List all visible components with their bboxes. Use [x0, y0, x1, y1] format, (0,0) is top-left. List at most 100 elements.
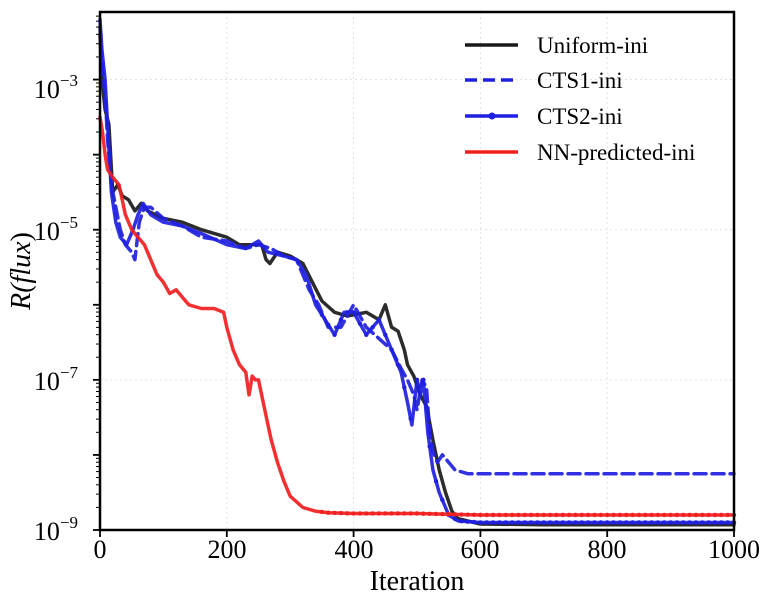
- marker-nn-predicted-ini-960: [706, 512, 711, 518]
- x-tick-label-1000: 1000: [708, 535, 760, 564]
- chart-legend: Uniform-ini CTS1-ini CTS2-ini NN-predict…: [465, 33, 695, 165]
- x-tick-label-600: 600: [461, 535, 500, 564]
- marker-cts2-ini-470: [395, 362, 401, 368]
- marker-nn-predicted-ini-940: [693, 512, 699, 518]
- marker-nn-predicted-ini-710: [547, 512, 553, 518]
- marker-nn-predicted-ini-450: [383, 511, 388, 516]
- marker-cts2-ini-490: [408, 416, 413, 421]
- marker-cts2-ini-940: [693, 520, 699, 525]
- marker-nn-predicted-ini-980: [719, 512, 724, 518]
- marker-nn-predicted-ini-780: [592, 512, 597, 518]
- marker-cts2-ini-740: [566, 520, 572, 525]
- marker-nn-predicted-ini-810: [611, 512, 616, 518]
- marker-nn-predicted-ini-830: [624, 512, 629, 518]
- marker-nn-predicted-ini-360: [326, 510, 331, 515]
- marker-nn-predicted-ini-930: [687, 512, 692, 518]
- marker-cts2-ini-530: [433, 479, 439, 484]
- series-markers-cts2-ini: [319, 310, 737, 525]
- marker-cts2-ini-890: [662, 520, 667, 525]
- marker-cts2-ini-380: [338, 317, 344, 322]
- y-tick-labels: 10−9 10−7 10−5 10−3: [34, 71, 79, 546]
- marker-cts2-ini-450: [383, 332, 388, 338]
- marker-nn-predicted-ini-550: [446, 512, 451, 517]
- marker-cts2-ini-510: [421, 377, 426, 383]
- marker-nn-predicted-ini-800: [605, 512, 610, 518]
- marker-cts2-ini-610: [484, 520, 489, 525]
- marker-cts2-ini-410: [357, 321, 363, 326]
- y-tick-label-1e-7: 10−7: [34, 363, 79, 396]
- axis-ticks: [93, 15, 735, 537]
- marker-nn-predicted-ini-670: [522, 512, 527, 518]
- marker-cts2-ini-650: [509, 520, 515, 525]
- marker-cts2-ini-570: [459, 519, 464, 524]
- x-tick-labels: 0 200 400 600 800 1000: [94, 535, 761, 564]
- marker-cts2-ini-720: [554, 520, 559, 525]
- marker-nn-predicted-ini-560: [452, 512, 458, 517]
- marker-nn-predicted-ini-690: [535, 512, 540, 518]
- marker-cts2-ini-460: [389, 347, 394, 353]
- marker-nn-predicted-ini-500: [414, 511, 420, 516]
- marker-cts2-ini-540: [440, 497, 445, 503]
- marker-cts2-ini-600: [478, 520, 483, 525]
- marker-nn-predicted-ini-580: [465, 512, 470, 517]
- series-line-cts1-ini: [98, 25, 736, 476]
- series-markers-nn-predicted-ini: [319, 509, 737, 518]
- marker-cts2-ini-360: [326, 322, 331, 328]
- x-tick-label-400: 400: [335, 535, 374, 564]
- marker-cts2-ini-810: [611, 520, 616, 525]
- marker-nn-predicted-ini-610: [484, 512, 489, 518]
- marker-nn-predicted-ini-860: [643, 512, 648, 518]
- marker-cts2-ini-430: [370, 325, 375, 330]
- marker-nn-predicted-ini-740: [566, 512, 572, 518]
- marker-cts2-ini-760: [579, 520, 585, 525]
- marker-nn-predicted-ini-460: [389, 511, 394, 516]
- marker-nn-predicted-ini-620: [490, 512, 496, 518]
- marker-nn-predicted-ini-510: [421, 511, 426, 516]
- marker-nn-predicted-ini-750: [573, 512, 578, 518]
- marker-cts2-ini-930: [687, 520, 692, 525]
- marker-nn-predicted-ini-950: [700, 512, 705, 518]
- legend-label-nn: NN-predicted-ini: [537, 140, 695, 165]
- chart-grid: [99, 12, 735, 531]
- marker-cts2-ini-620: [490, 520, 496, 525]
- marker-cts2-ini-910: [674, 520, 680, 525]
- marker-cts2-ini-820: [617, 520, 623, 525]
- x-axis-label: Iteration: [370, 566, 465, 597]
- marker-nn-predicted-ini-640: [503, 512, 508, 518]
- marker-cts2-ini-960: [706, 520, 711, 525]
- marker-nn-predicted-ini-650: [509, 512, 515, 518]
- series-line-uniform-ini: [98, 32, 736, 527]
- marker-nn-predicted-ini-820: [617, 512, 623, 518]
- marker-nn-predicted-ini-770: [585, 512, 591, 518]
- legend-label-cts2: CTS2-ini: [537, 104, 623, 129]
- marker-cts2-ini-690: [535, 520, 540, 525]
- marker-nn-predicted-ini-910: [674, 512, 680, 518]
- marker-nn-predicted-ini-990: [725, 512, 730, 518]
- marker-cts2-ini-400: [351, 310, 356, 315]
- marker-nn-predicted-ini-540: [440, 511, 445, 517]
- y-tick-label-1e-9: 10−9: [34, 513, 78, 546]
- marker-cts2-ini-560: [452, 516, 458, 522]
- x-tick-label-200: 200: [208, 535, 247, 564]
- marker-cts2-ini-670: [522, 520, 527, 525]
- chart-series: [98, 17, 737, 527]
- marker-nn-predicted-ini-700: [541, 512, 546, 518]
- marker-cts2-ini-990: [725, 520, 730, 525]
- marker-nn-predicted-ini-760: [579, 512, 585, 518]
- marker-nn-predicted-ini-390: [345, 511, 350, 516]
- marker-cts2-ini-420: [364, 332, 369, 338]
- marker-cts2-ini-640: [503, 520, 508, 525]
- legend-label-cts1: CTS1-ini: [537, 68, 623, 93]
- marker-nn-predicted-ini-970: [712, 512, 718, 518]
- marker-cts2-ini-730: [560, 520, 566, 525]
- marker-cts2-ini-950: [700, 520, 705, 525]
- marker-cts2-ini-980: [719, 520, 724, 525]
- marker-cts2-ini-480: [402, 385, 407, 390]
- marker-cts2-ini-840: [630, 520, 635, 525]
- marker-nn-predicted-ini-890: [662, 512, 667, 518]
- marker-nn-predicted-ini-480: [402, 511, 407, 516]
- marker-nn-predicted-ini-350: [319, 509, 325, 515]
- marker-cts2-ini-920: [681, 520, 686, 525]
- marker-cts2-ini-500: [414, 377, 420, 383]
